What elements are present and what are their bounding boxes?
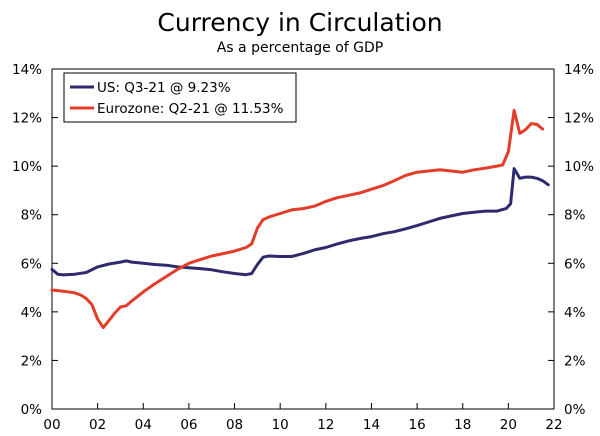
x-tick-label: 08: [226, 417, 243, 433]
y-tick-label-left: 8%: [21, 208, 43, 224]
y-tick-label-left: 6%: [21, 256, 43, 272]
y-tick-label-left: 14%: [12, 62, 42, 78]
legend-label-eurozone: Eurozone: Q2-21 @ 11.53%: [97, 101, 284, 117]
y-tick-label-left: 12%: [12, 111, 42, 127]
x-tick-label: 02: [89, 417, 106, 433]
x-tick-label: 04: [135, 417, 152, 433]
y-axis-left: 0% 2% 4% 6% 8% 10% 12% 14%: [12, 62, 58, 418]
y-tick-label-right: 4%: [564, 305, 586, 321]
plot-area-frame: [51, 68, 555, 410]
x-tick-label: 22: [545, 417, 562, 433]
x-tick-label: 00: [43, 417, 60, 433]
y-tick-label-right: 14%: [564, 62, 594, 78]
chart-title: Currency in Circulation: [157, 8, 443, 37]
legend: US: Q3-21 @ 9.23% Eurozone: Q2-21 @ 11.5…: [63, 72, 297, 123]
y-tick-label-left: 10%: [12, 159, 42, 175]
series-line-eurozone: [50, 108, 545, 330]
y-tick-label-right: 10%: [564, 159, 594, 175]
y-tick-label-left: 0%: [21, 402, 43, 418]
x-tick-label: 20: [500, 417, 517, 433]
y-tick-label-right: 8%: [564, 208, 586, 224]
chart-subtitle: As a percentage of GDP: [216, 40, 384, 56]
y-tick-label-right: 12%: [564, 111, 594, 127]
y-tick-label-right: 0%: [564, 402, 586, 418]
legend-label-us: US: Q3-21 @ 9.23%: [97, 80, 231, 96]
x-tick-label: 14: [363, 417, 380, 433]
y-tick-label-right: 2%: [564, 353, 586, 369]
series-line-us: [50, 167, 550, 277]
y-tick-label-left: 4%: [21, 305, 43, 321]
x-tick-label: 12: [317, 417, 334, 433]
y-axis-right: 0% 2% 4% 6% 8% 10% 12% 14%: [548, 62, 594, 418]
x-tick-label: 16: [408, 417, 425, 433]
x-tick-label: 10: [272, 417, 289, 433]
y-tick-label-left: 2%: [21, 353, 43, 369]
series-lines: [50, 108, 550, 330]
legend-box: [63, 72, 297, 123]
x-tick-label: 18: [454, 417, 471, 433]
x-axis: 00 02 04 06 08 10 12 14 16 18 20 22: [43, 403, 563, 433]
y-tick-label-right: 6%: [564, 256, 586, 272]
x-tick-label: 06: [180, 417, 197, 433]
